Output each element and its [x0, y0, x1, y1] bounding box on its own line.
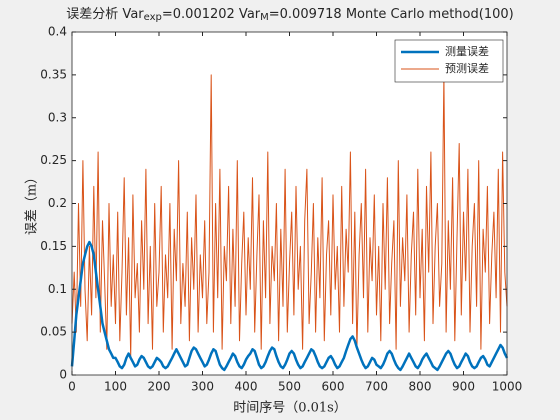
title-part: =0.001202 Var: [162, 7, 261, 22]
data-line: [71, 74, 508, 359]
x-tick-label: 200: [148, 380, 171, 394]
y-tick-label: 0.05: [40, 325, 67, 339]
y-tick-label: 0.35: [40, 67, 67, 81]
y-tick-label: 0.1: [48, 282, 67, 296]
x-tick-label: 500: [278, 380, 301, 394]
title-subscript: exp: [144, 12, 162, 23]
y-tick-label: 0.3: [48, 110, 67, 124]
chart-title: 误差分析 Varexp=0.001202 VarM=0.009718 Monte…: [66, 7, 513, 23]
title-part: 误差分析 Var: [66, 7, 144, 22]
plot-area: [72, 32, 507, 375]
x-tick-label: 0: [68, 380, 76, 394]
x-tick-label: 300: [191, 380, 214, 394]
y-tick-label: 0.25: [40, 153, 67, 167]
x-axis-label: 时间序号（0.01s）: [233, 401, 347, 416]
y-tick-label: 0.15: [40, 239, 67, 253]
legend-label: 预测误差: [445, 61, 489, 75]
legend-label: 测量误差: [445, 44, 489, 58]
data-line: [70, 240, 509, 372]
title-part: =0.009718 Monte Carlo method(100): [269, 7, 514, 22]
x-tick-label: 100: [104, 380, 127, 394]
y-axis-label: 误差（m）: [25, 171, 40, 235]
y-tick-label: 0.2: [48, 196, 67, 210]
x-tick-label: 600: [322, 380, 345, 394]
x-tick-label: 800: [409, 380, 432, 394]
x-tick-label: 400: [235, 380, 258, 394]
title-subscript: M: [260, 12, 269, 23]
y-tick-label: 0: [59, 368, 67, 382]
legend-box: [394, 39, 504, 83]
x-tick-label: 700: [365, 380, 388, 394]
x-tick-label: 1000: [492, 380, 523, 394]
x-tick-label: 900: [452, 380, 475, 394]
y-tick-label: 0.4: [48, 25, 67, 39]
